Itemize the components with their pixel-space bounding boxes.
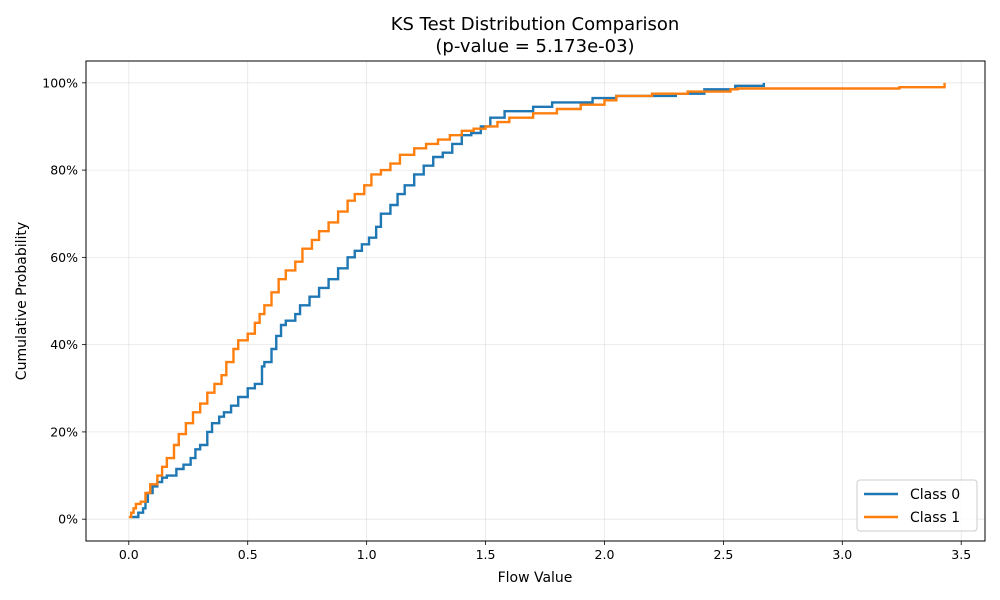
x-tick-label: 0.5 bbox=[238, 547, 258, 562]
plot-frame bbox=[85, 60, 986, 542]
x-ticks: 0.0 0.5 1.0 1.5 2.0 2.5 3.0 3.5 bbox=[119, 541, 971, 562]
chart-title-line-2: (p-value = 5.173e-03) bbox=[435, 36, 634, 57]
x-tick-label: 2.0 bbox=[595, 547, 615, 562]
legend-label-class-1: Class 1 bbox=[910, 510, 960, 526]
x-tick-label: 2.5 bbox=[713, 547, 733, 562]
y-axis-label: Cumulative Probability bbox=[14, 222, 30, 380]
chart-title-line-1: KS Test Distribution Comparison bbox=[391, 14, 680, 35]
series-lines bbox=[128, 82, 946, 519]
y-tick-label: 40% bbox=[50, 337, 78, 352]
x-tick-label: 3.5 bbox=[951, 547, 971, 562]
grid bbox=[86, 61, 985, 541]
x-axis-label: Flow Value bbox=[498, 570, 573, 586]
y-ticks: 0% 20% 40% 60% 80% 100% bbox=[42, 75, 86, 527]
series-line-class-0 bbox=[131, 82, 766, 519]
x-tick-label: 3.0 bbox=[832, 547, 852, 562]
y-tick-label: 80% bbox=[50, 163, 78, 178]
y-tick-label: 60% bbox=[50, 250, 78, 265]
y-tick-label: 20% bbox=[50, 424, 78, 439]
x-tick-label: 0.0 bbox=[119, 547, 139, 562]
legend: Class 0 Class 1 bbox=[856, 479, 978, 532]
legend-label-class-0: Class 0 bbox=[910, 487, 960, 503]
x-tick-label: 1.5 bbox=[476, 547, 496, 562]
series-line-class-1 bbox=[128, 82, 946, 519]
x-tick-label: 1.0 bbox=[357, 547, 377, 562]
y-tick-label: 0% bbox=[58, 512, 78, 527]
y-tick-label: 100% bbox=[42, 75, 78, 90]
